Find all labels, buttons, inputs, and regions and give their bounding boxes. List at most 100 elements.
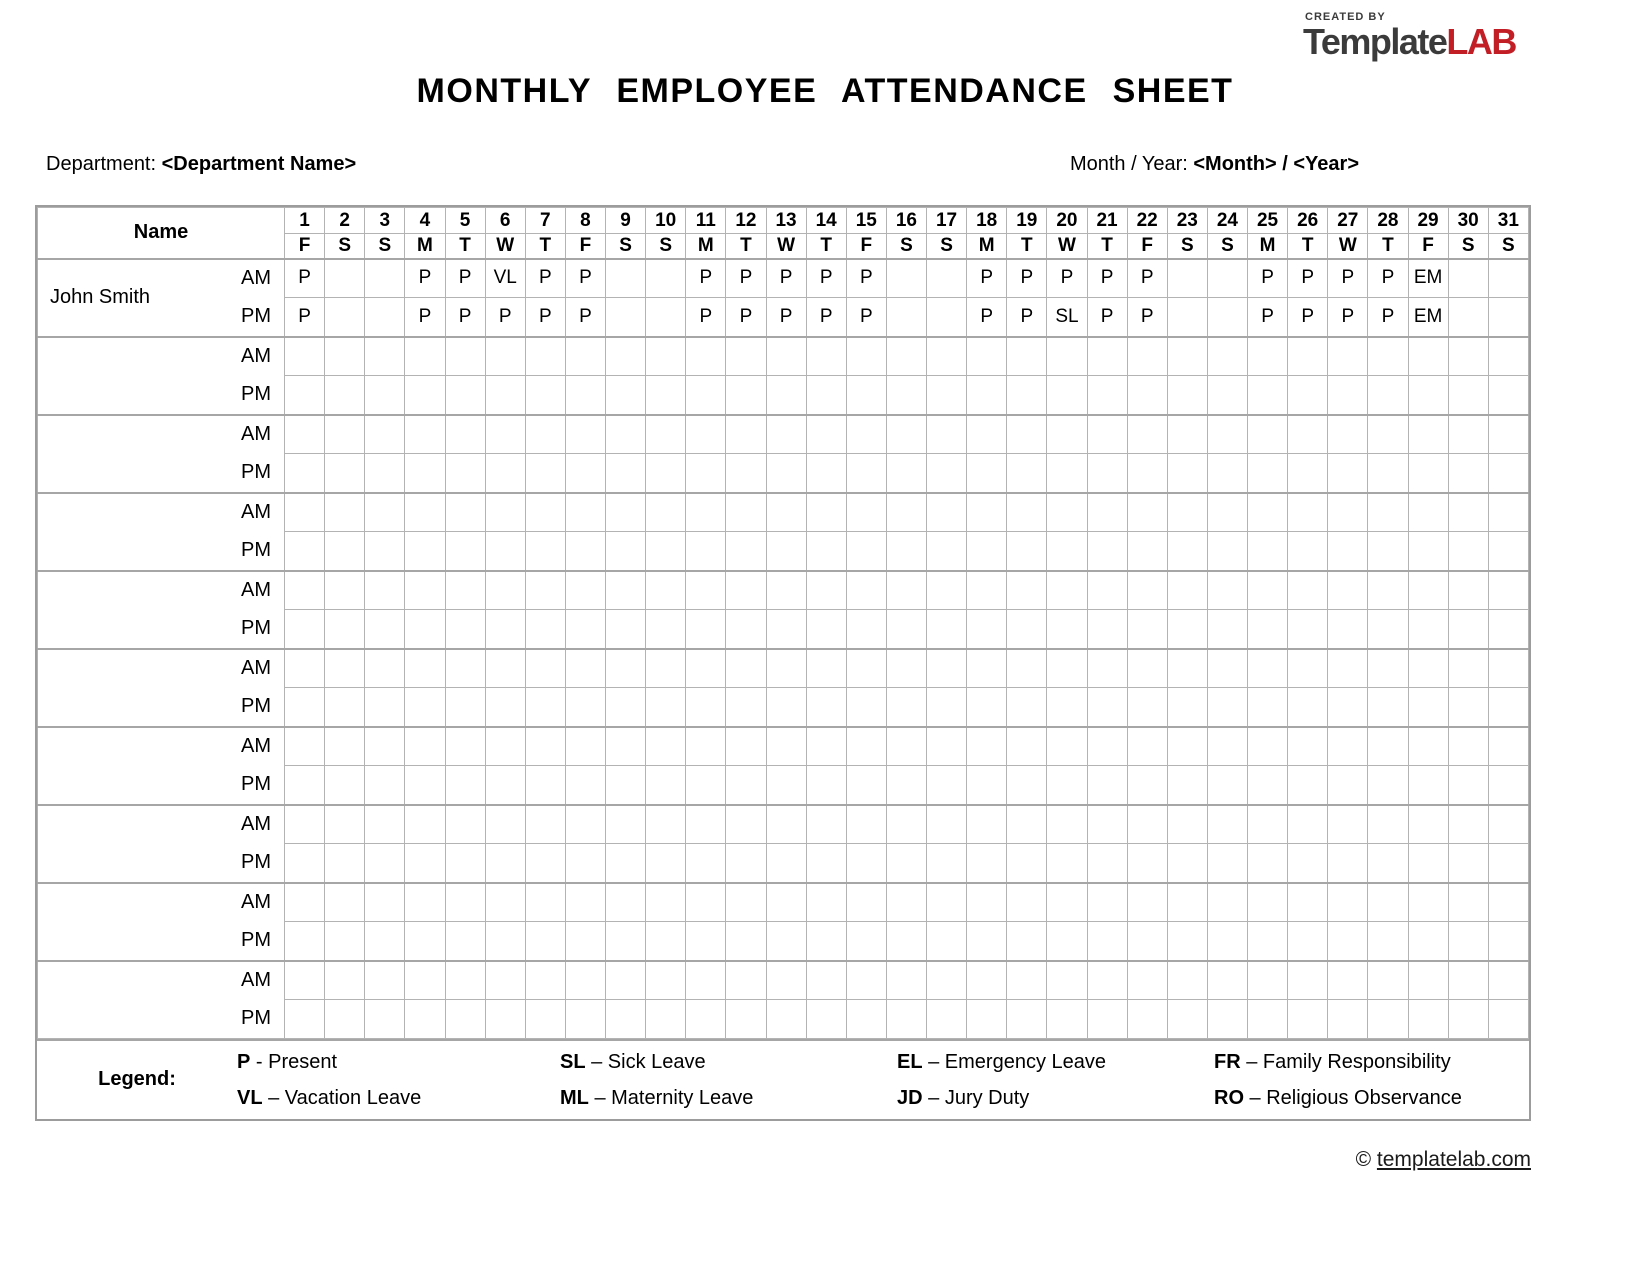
- day-letter-header: T: [444, 233, 486, 259]
- day-number-header: 14: [805, 207, 847, 234]
- attendance-cell-pm: [1487, 531, 1530, 571]
- employee-am-row: AM PM: [37, 803, 1530, 883]
- attendance-cell-pm: [283, 921, 326, 961]
- attendance-cell-pm: [966, 998, 1008, 1039]
- attendance-cell-am: [685, 569, 727, 610]
- attendance-cell-am: [484, 725, 526, 766]
- attendance-cell-am: [364, 335, 406, 376]
- attendance-cell-pm: [725, 453, 767, 493]
- day-number-header: 11: [685, 207, 727, 234]
- attendance-cell-am: [484, 803, 526, 844]
- day-letter-header: T: [1086, 233, 1128, 259]
- attendance-cell-pm: [805, 921, 847, 961]
- attendance-cell-pm: [324, 531, 366, 571]
- ampm-labels: AM PM: [241, 573, 284, 648]
- attendance-cell-pm: [404, 453, 446, 493]
- am-label: AM: [241, 345, 271, 367]
- employee-pm-row: [38, 687, 1530, 727]
- attendance-cell-pm: [645, 297, 687, 337]
- attendance-cell-pm: [765, 687, 807, 727]
- attendance-cell-am: P: [1367, 257, 1409, 298]
- employee-am-row: AM PM: [37, 413, 1530, 493]
- attendance-cell-pm: [1407, 687, 1449, 727]
- attendance-cell-am: [1126, 647, 1168, 688]
- attendance-cell-pm: [1447, 453, 1489, 493]
- attendance-cell-am: [564, 881, 607, 922]
- legend-label: Legend:: [98, 1068, 176, 1090]
- attendance-cell-pm: [364, 998, 406, 1039]
- attendance-cell-pm: [1287, 531, 1329, 571]
- attendance-cell-am: [925, 413, 968, 454]
- attendance-cell-am: [805, 491, 847, 532]
- attendance-cell-am: [685, 959, 727, 1000]
- day-number-header: 8: [564, 207, 607, 234]
- attendance-cell-pm: [1086, 765, 1128, 805]
- employee-pm-row: [38, 998, 1530, 1039]
- attendance-cell-pm: [1246, 921, 1289, 961]
- attendance-cell-am: [283, 491, 326, 532]
- attendance-cell-pm: [645, 687, 687, 727]
- attendance-cell-pm: [845, 687, 887, 727]
- attendance-cell-am: [404, 803, 446, 844]
- employee-name-wrap: AM PM: [39, 417, 284, 492]
- attendance-cell-pm: [925, 609, 968, 649]
- day-number-header: 6: [484, 207, 526, 234]
- attendance-cell-am: [1166, 647, 1208, 688]
- attendance-cell-pm: [1367, 375, 1409, 415]
- attendance-cell-pm: [1126, 531, 1168, 571]
- attendance-cell-am: P: [404, 257, 446, 298]
- attendance-cell-am: [885, 881, 928, 922]
- footer: © templatelab.com: [35, 1148, 1531, 1172]
- attendance-cell-am: [1447, 647, 1489, 688]
- attendance-cell-pm: [564, 921, 607, 961]
- attendance-cell-pm: [484, 998, 526, 1039]
- attendance-cell-am: P: [805, 257, 847, 298]
- logo-brand-red: LAB: [1446, 21, 1517, 62]
- attendance-cell-pm: [645, 453, 687, 493]
- employee-name-cell: AM PM: [37, 803, 285, 883]
- day-letter-header: W: [1046, 233, 1088, 259]
- attendance-cell-am: [1246, 569, 1289, 610]
- attendance-cell-pm: [1166, 609, 1208, 649]
- attendance-cell-pm: [484, 921, 526, 961]
- attendance-cell-pm: [524, 843, 566, 883]
- employee-name-wrap: AM PM: [39, 962, 284, 1037]
- attendance-cell-am: [725, 569, 767, 610]
- attendance-cell-am: [1166, 803, 1208, 844]
- attendance-cell-am: [1327, 335, 1369, 376]
- attendance-cell-pm: P: [765, 297, 807, 337]
- employee-am-row: John Smith AM PM P P P VL P P P P P P P P P P P P P P P P EM: [37, 257, 1530, 337]
- attendance-cell-am: [404, 413, 446, 454]
- attendance-cell-pm: [1126, 687, 1168, 727]
- employee-pm-row: [38, 453, 1530, 493]
- attendance-cell-pm: [1166, 765, 1208, 805]
- attendance-cell-am: [604, 647, 647, 688]
- attendance-cell-pm: [1046, 687, 1088, 727]
- day-letter-header: F: [564, 233, 607, 259]
- attendance-cell-pm: [484, 375, 526, 415]
- attendance-cell-pm: [805, 843, 847, 883]
- attendance-cell-pm: [1246, 609, 1289, 649]
- attendance-cell-pm: [484, 765, 526, 805]
- attendance-cell-am: [1447, 569, 1489, 610]
- attendance-cell-am: [1367, 803, 1409, 844]
- attendance-cell-pm: [1287, 609, 1329, 649]
- ampm-labels: AM PM: [241, 962, 284, 1037]
- attendance-cell-am: [404, 335, 446, 376]
- day-letter-header: S: [324, 233, 366, 259]
- attendance-cell-pm: [324, 687, 366, 727]
- templatelab-link[interactable]: templatelab.com: [1376, 1148, 1531, 1171]
- attendance-cell-am: [1447, 491, 1489, 532]
- attendance-cell-pm: [1126, 375, 1168, 415]
- attendance-cell-am: EM: [1407, 257, 1449, 298]
- attendance-cell-am: [604, 335, 647, 376]
- attendance-cell-pm: [1126, 921, 1168, 961]
- attendance-cell-pm: [1086, 453, 1128, 493]
- day-number-header: 27: [1327, 207, 1369, 234]
- employee-name-cell: AM PM: [37, 959, 285, 1039]
- attendance-cell-pm: [725, 609, 767, 649]
- attendance-cell-pm: [805, 998, 847, 1039]
- attendance-cell-pm: [404, 843, 446, 883]
- attendance-cell-pm: [1246, 998, 1289, 1039]
- attendance-cell-am: [645, 803, 687, 844]
